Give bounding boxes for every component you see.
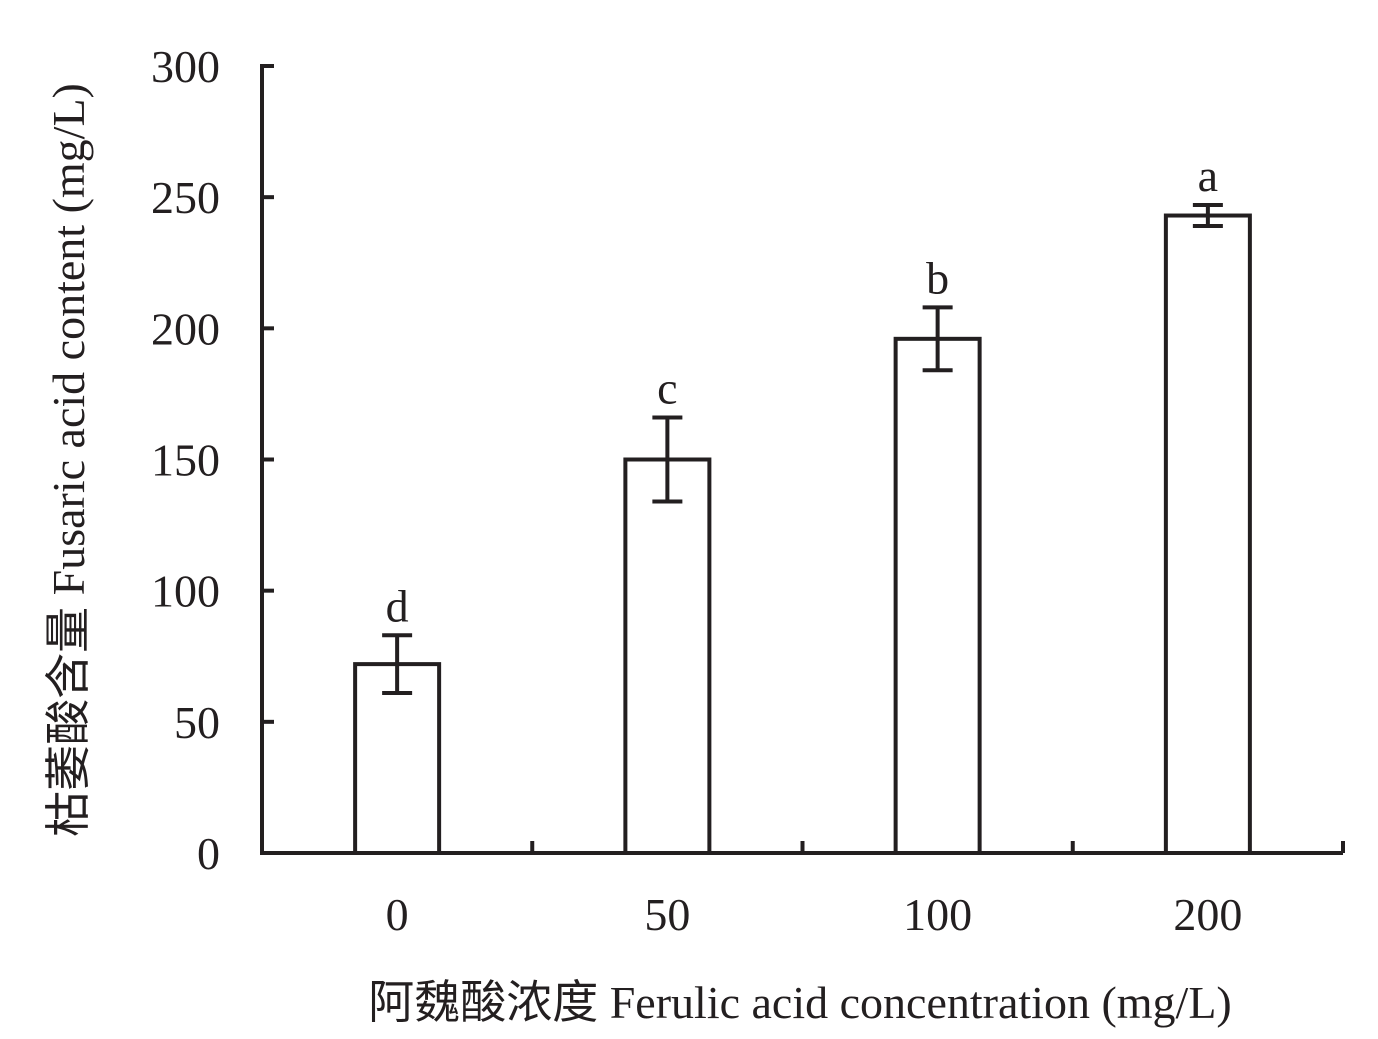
y-axis-title: 枯萎酸含量 Fusaric acid content (mg/L) [43,83,94,837]
y-tick-label: 300 [151,41,220,92]
bar [623,457,712,855]
y-tick-label: 250 [151,172,220,223]
y-tick-label: 200 [151,303,220,354]
y-tick-label: 50 [174,697,220,748]
x-tick-label: 50 [644,889,690,940]
bar [1163,213,1252,855]
y-tick-label: 150 [151,435,220,486]
bar [893,336,982,855]
bar [353,662,442,855]
significance-label: b [926,252,949,303]
x-axis-title: 阿魏酸浓度 Ferulic acid concentration (mg/L) [368,977,1232,1028]
y-tick-label: 100 [151,566,220,617]
x-tick-label: 100 [903,889,972,940]
significance-label: c [657,363,677,414]
y-tick-label: 0 [197,828,220,879]
x-tick-label: 0 [386,889,409,940]
significance-label: a [1198,150,1218,201]
x-tick-label: 200 [1173,889,1242,940]
significance-label: d [386,580,409,631]
plot-area: d 0 c 50 b 100 a 200 0 50 100 150 200 250 300 [151,41,1345,940]
